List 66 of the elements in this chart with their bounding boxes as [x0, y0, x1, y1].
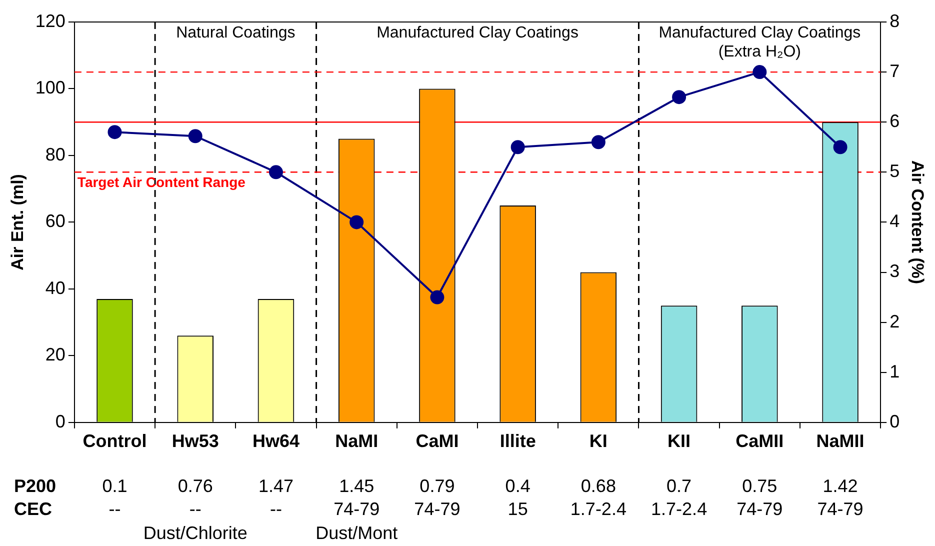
text: 1.47	[258, 476, 294, 496]
text: 0.68	[580, 476, 616, 496]
x-tick-label: Hw64	[252, 431, 300, 452]
text: 1.45	[339, 476, 374, 496]
y2-tick-label: 7	[890, 61, 900, 82]
y-tick-label: 120	[35, 10, 66, 31]
text: 15	[508, 498, 528, 519]
y-tick-label: 60	[45, 211, 66, 232]
text: 0.7	[666, 476, 692, 496]
text: 74-79	[736, 498, 783, 519]
text: 0.75	[742, 476, 778, 496]
x-tick-label: NaMII	[816, 431, 864, 452]
point	[108, 125, 122, 140]
text: --	[270, 498, 282, 519]
y2-tick-label: 5	[890, 161, 900, 182]
text: P200	[14, 476, 56, 496]
annotation: Natural Coatings	[176, 24, 296, 42]
x-tick-label: Control	[82, 431, 147, 452]
y2-tick-label: 1	[890, 361, 900, 382]
point	[430, 290, 444, 304]
y-tick-label: 100	[35, 78, 66, 98]
annotation: Manufactured Clay Coatings	[376, 24, 578, 42]
x-tick-label: Hw53	[172, 431, 219, 452]
x-tick-label: NaMI	[335, 431, 378, 452]
point	[350, 215, 364, 230]
y2-tick-label: 3	[890, 261, 900, 282]
y2-tick-label: 6	[890, 111, 900, 132]
text: 0.4	[505, 476, 530, 496]
x-tick-label: KII	[668, 431, 691, 452]
y-tick-label: 80	[45, 144, 66, 164]
text: Dust/Chlorite	[143, 522, 248, 543]
text: CEC	[14, 498, 52, 519]
y2-tick-label: 4	[890, 211, 900, 232]
text: 74-79	[334, 498, 380, 519]
text: 1.42	[822, 476, 858, 496]
text: 0.79	[420, 476, 455, 496]
x-tick-label: KI	[589, 431, 608, 452]
y2-tick-label: 2	[890, 311, 900, 332]
y2-tick-label: 0	[890, 411, 900, 432]
x-tick-label: CaMI	[416, 431, 459, 452]
ref-line-label: Target Air Content Range	[77, 174, 246, 190]
text: 0.1	[102, 476, 128, 496]
y2-tick-label: 8	[890, 10, 900, 31]
y-tick-label: 20	[45, 344, 66, 365]
point	[752, 65, 767, 80]
text: 74-79	[817, 498, 864, 519]
x-tick-label: CaMII	[736, 431, 784, 452]
point	[268, 165, 283, 180]
annotation: Manufactured Clay Coatings (Extra H₂O)	[658, 24, 861, 60]
text: --	[108, 498, 121, 519]
text: 74-79	[414, 498, 460, 519]
text: --	[189, 498, 202, 519]
point	[833, 140, 848, 154]
y-axis-title: Air Ent. (ml)	[8, 174, 27, 270]
text: Dust/Mont	[316, 522, 398, 543]
text: 1.7-2.4	[570, 498, 626, 519]
x-tick-label: Illite	[500, 431, 536, 452]
y2-axis-title: Air Content (%)	[908, 160, 928, 284]
point	[591, 135, 606, 150]
y-tick-label: 40	[45, 278, 66, 298]
text: 0.76	[178, 476, 213, 496]
text: 1.7-2.4	[651, 498, 708, 519]
y-tick-label: 0	[55, 411, 66, 432]
point	[188, 129, 202, 144]
point	[672, 90, 686, 104]
point	[510, 140, 525, 154]
